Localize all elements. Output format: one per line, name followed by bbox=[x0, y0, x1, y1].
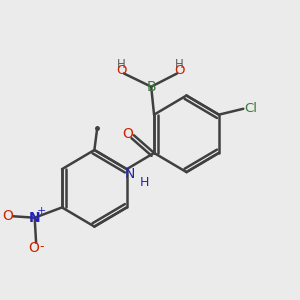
Text: N: N bbox=[29, 211, 40, 225]
Text: H: H bbox=[175, 58, 184, 70]
Text: O: O bbox=[116, 64, 127, 77]
Text: O: O bbox=[123, 127, 134, 141]
Text: +: + bbox=[37, 206, 46, 216]
Text: -: - bbox=[39, 240, 43, 253]
Text: N: N bbox=[124, 167, 135, 181]
Text: B: B bbox=[146, 80, 156, 94]
Text: H: H bbox=[140, 176, 149, 189]
Text: O: O bbox=[174, 64, 184, 77]
Text: H: H bbox=[117, 58, 126, 70]
Text: O: O bbox=[2, 209, 13, 223]
Text: O: O bbox=[28, 241, 39, 255]
Text: Cl: Cl bbox=[245, 102, 258, 115]
